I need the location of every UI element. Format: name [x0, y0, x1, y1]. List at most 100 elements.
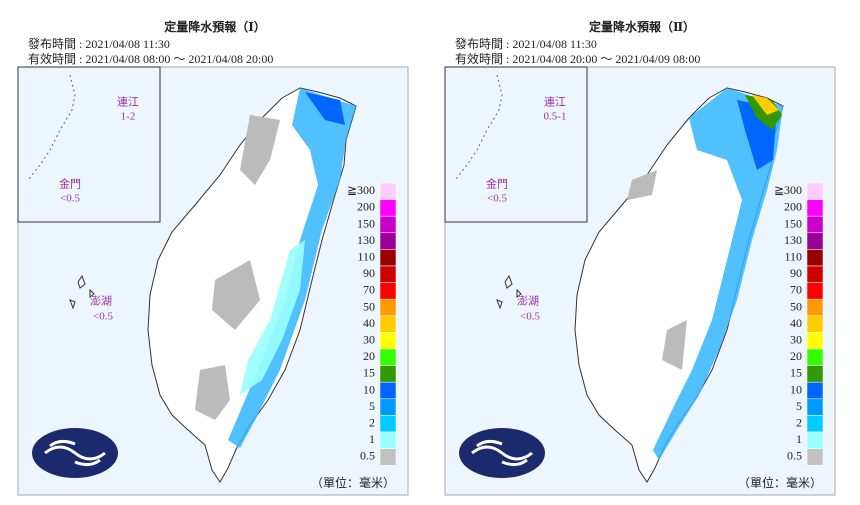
legend-swatch [806, 199, 824, 217]
legend-swatch [806, 415, 824, 433]
legend-label: 110 [784, 249, 802, 263]
legend-swatch [379, 381, 397, 400]
legend-unit: （單位：毫米） [311, 475, 395, 490]
legend-label: 150 [357, 216, 375, 230]
legend-swatch [379, 448, 397, 466]
penghu-islands [496, 274, 522, 310]
legend-label: 30 [790, 332, 802, 346]
inset-coast [454, 74, 503, 181]
legend-swatch [806, 282, 824, 300]
legend-label: 200 [784, 200, 802, 214]
legend-label: 130 [357, 233, 375, 247]
legend-swatch [806, 232, 824, 250]
legend-label: 40 [790, 316, 802, 330]
legend-label: 90 [790, 266, 802, 280]
legend-label: 10 [790, 382, 802, 396]
matsu-name: 連江 [544, 95, 566, 109]
legend-swatch [806, 298, 824, 317]
legend-swatch [806, 448, 824, 466]
legend-label: 2 [369, 415, 375, 429]
issue-time: 發布時間 : 2021/04/08 11:30 [455, 36, 597, 51]
kinmen-amount: <0.5 [487, 193, 507, 205]
legend-swatch [806, 348, 824, 366]
legend-swatch [806, 365, 824, 383]
legend-label: 0.5 [360, 449, 375, 463]
penghu-name: 澎湖 [90, 295, 112, 308]
legend-label: 70 [790, 283, 802, 297]
legend-label: 5 [796, 399, 802, 413]
panel-title: 定量降水預報（Ⅱ） [589, 19, 695, 34]
legend-swatch [806, 381, 824, 400]
legend-swatch [379, 431, 397, 449]
rain-cyan [240, 240, 305, 395]
legend-label: ≧300 [774, 183, 802, 197]
legend-swatch [379, 315, 397, 333]
legend-label: 70 [363, 283, 375, 297]
legend-label: 5 [369, 399, 375, 413]
legend-swatch [806, 315, 824, 333]
legend-label: 20 [363, 349, 375, 363]
legend-swatch [379, 348, 397, 366]
valid-time: 有效時間 : 2021/04/08 08:00 ～ 2021/04/08 20:… [28, 51, 273, 66]
rain-grey [627, 170, 687, 370]
legend-swatch [379, 199, 397, 217]
legend-label: 130 [784, 233, 802, 247]
legend-label: 50 [363, 299, 375, 313]
issue-time: 發布時間 : 2021/04/08 11:30 [28, 36, 170, 51]
legend-label: 50 [790, 299, 802, 313]
valid-time: 有效時間 : 2021/04/08 20:00 ～ 2021/04/09 08:… [455, 51, 700, 66]
legend-swatch [379, 332, 397, 350]
legend-label: 200 [357, 200, 375, 214]
legend-label: 1 [369, 432, 375, 446]
legend-label: 15 [790, 366, 802, 380]
legend-label: 90 [363, 266, 375, 280]
legend-label: 30 [363, 332, 375, 346]
logo-swirl [471, 439, 533, 467]
legend-label: 1 [796, 432, 802, 446]
rain-blue [228, 88, 356, 448]
legend-swatch [379, 215, 397, 234]
panel-title: 定量降水預報（Ⅰ） [164, 19, 266, 34]
legend-swatch [379, 232, 397, 250]
legend-swatch [379, 398, 397, 416]
legend-swatch [379, 282, 397, 300]
rain-yellow [752, 95, 779, 115]
legend-swatch [379, 415, 397, 433]
rain-grey [195, 115, 280, 420]
penghu-islands [69, 274, 95, 310]
legend-swatch [379, 298, 397, 317]
matsu-amount: 0.5-1 [544, 111, 567, 123]
legend-swatch [806, 398, 824, 416]
penghu-amount: <0.5 [93, 311, 113, 323]
kinmen-name: 金門 [59, 177, 81, 191]
legend-label: 15 [363, 366, 375, 380]
legend-label: 2 [796, 415, 802, 429]
penghu-name: 澎湖 [517, 295, 539, 308]
legend-label: 150 [784, 216, 802, 230]
legend-swatch [379, 365, 397, 383]
legend-swatch [806, 182, 824, 200]
legend-label: 20 [790, 349, 802, 363]
legend-unit: （單位：毫米） [738, 475, 822, 490]
legend-swatch [806, 332, 824, 350]
legend-swatch [806, 249, 824, 267]
legend-label: 10 [363, 382, 375, 396]
inset-frame [17, 66, 161, 223]
matsu-name: 連江 [117, 95, 139, 109]
legend-label: 0.5 [787, 449, 802, 463]
legend-label: 110 [357, 249, 375, 263]
legend-swatch [379, 182, 397, 200]
legend-label: 40 [363, 316, 375, 330]
legend-swatch [806, 215, 824, 234]
rain-darkblue [305, 92, 345, 125]
legend-swatch [806, 265, 824, 283]
inset-coast [27, 74, 76, 181]
matsu-amount: 1-2 [121, 111, 136, 123]
inset-frame [444, 66, 588, 223]
rain-blue [653, 88, 783, 460]
kinmen-name: 金門 [486, 177, 508, 191]
legend-label: ≧300 [347, 183, 375, 197]
